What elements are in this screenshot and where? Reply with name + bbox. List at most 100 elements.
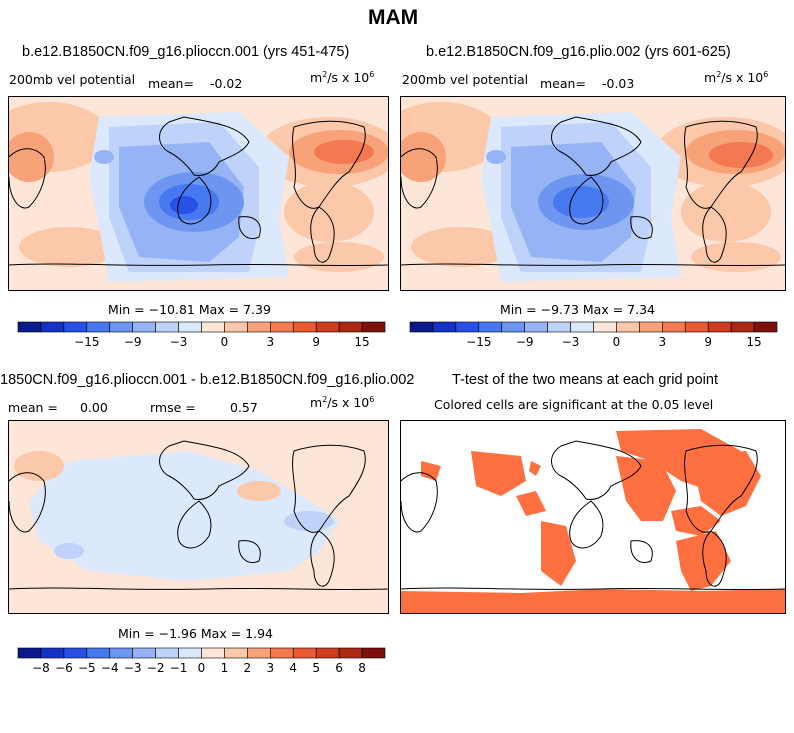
panel3-map	[8, 420, 389, 614]
colorbar-swatch	[409, 321, 434, 333]
colorbar-swatch	[109, 647, 133, 659]
colorbar-swatch	[753, 321, 778, 333]
colorbar-tick-label: 15	[746, 335, 761, 349]
panel3-rmse-value: 0.57	[230, 400, 258, 415]
colorbar-swatch	[361, 647, 386, 659]
colorbar-tick-label: 0	[198, 661, 206, 675]
colorbar-swatch	[201, 647, 225, 659]
colorbar-swatch	[224, 647, 248, 659]
colorbar-tick-label: 0	[613, 335, 621, 349]
panel2-colorbar: −15 −9 −3 0 3 9 15	[409, 321, 778, 352]
colorbar-swatch	[684, 321, 709, 333]
colorbar-swatch	[292, 321, 317, 333]
colorbar-tick-label: 2	[244, 661, 252, 675]
colorbar-tick-label: 15	[354, 335, 369, 349]
colorbar-swatch	[132, 647, 156, 659]
panel2-units: m2/s x 106	[704, 70, 769, 86]
colorbar-swatch	[155, 321, 179, 333]
colorbar-swatch	[662, 321, 686, 333]
colorbar-swatch	[17, 647, 42, 659]
colorbar-tick-label: −3	[124, 661, 142, 675]
panel4-subtitle: Colored cells are significant at the 0.0…	[434, 397, 714, 412]
colorbar-swatch	[155, 647, 179, 659]
colorbar-swatch	[17, 321, 42, 333]
colorbar-tick-label: 3	[266, 661, 274, 675]
panel1-map	[8, 96, 389, 291]
panel3-colorbar: −8 −6 −5 −4 −3 −2 −1 0 1 2 3 4 5 6 8	[17, 647, 386, 678]
colorbar-swatch	[593, 321, 617, 333]
panel2-title: b.e12.B1850CN.f09_g16.plio.002 (yrs 601-…	[426, 44, 731, 60]
colorbar-swatch	[361, 321, 386, 333]
panel1-colorbar: −15 −9 −3 0 3 9 15	[17, 321, 386, 352]
panel1-mean-value: -0.02	[210, 76, 243, 91]
panel3-title: 1850CN.f09_g16.plioccn.001 - b.e12.B1850…	[0, 372, 415, 388]
colorbar-tick-label: 6	[335, 661, 343, 675]
panel2-minmax: Min = −9.73 Max = 7.34	[500, 302, 655, 317]
colorbar-swatch	[40, 647, 65, 659]
colorbar-tick-label: 8	[358, 661, 366, 675]
colorbar-swatch	[616, 321, 640, 333]
colorbar-swatch	[201, 321, 225, 333]
colorbar-tick-label: −2	[147, 661, 165, 675]
colorbar-tick-label: −6	[55, 661, 73, 675]
colorbar-tick-label: 1	[221, 661, 229, 675]
colorbar-swatch	[524, 321, 548, 333]
panel1-title: b.e12.B1850CN.f09_g16.plioccn.001 (yrs 4…	[22, 44, 350, 60]
panel3-rmse-label: rmse =	[150, 400, 196, 415]
colorbar-tick-label: −15	[466, 335, 491, 349]
colorbar-tick-label: −1	[170, 661, 188, 675]
panel3-minmax: Min = −1.96 Max = 1.94	[118, 626, 273, 641]
colorbar-tick-label: −3	[170, 335, 188, 349]
colorbar-swatch	[132, 321, 156, 333]
colorbar-tick-label: −9	[516, 335, 534, 349]
colorbar-swatch	[40, 321, 65, 333]
colorbar-tick-label: −9	[124, 335, 142, 349]
colorbar-swatch	[224, 321, 248, 333]
panel2-mean-label: mean=	[540, 76, 586, 91]
panel1-minmax: Min = −10.81 Max = 7.39	[108, 302, 271, 317]
colorbar-swatch	[178, 321, 202, 333]
colorbar-swatch	[270, 321, 294, 333]
colorbar-tick-label: 4	[289, 661, 297, 675]
panel2-map	[400, 96, 786, 291]
colorbar-swatch	[315, 647, 340, 659]
colorbar-swatch	[639, 321, 663, 333]
colorbar-tick-label: 0	[221, 335, 229, 349]
colorbar-swatch	[338, 647, 363, 659]
panel2-variable: 200mb vel potential	[402, 72, 529, 87]
panel3-mean-label: mean =	[8, 400, 58, 415]
colorbar-swatch	[432, 321, 457, 333]
colorbar-swatch	[338, 321, 363, 333]
colorbar-swatch	[501, 321, 525, 333]
colorbar-swatch	[292, 647, 317, 659]
colorbar-tick-label: −15	[74, 335, 99, 349]
colorbar-swatch	[270, 647, 294, 659]
colorbar-swatch	[707, 321, 732, 333]
colorbar-tick-label: 3	[658, 335, 666, 349]
colorbar-swatch	[570, 321, 594, 333]
colorbar-swatch	[730, 321, 755, 333]
panel1-variable: 200mb vel potential	[9, 72, 136, 87]
colorbar-swatch	[547, 321, 571, 333]
panel3-units: m2/s x 106	[310, 395, 375, 411]
colorbar-swatch	[478, 321, 503, 333]
colorbar-tick-label: 9	[312, 335, 320, 349]
colorbar-tick-label: 9	[704, 335, 712, 349]
colorbar-swatch	[455, 321, 480, 333]
panel4-map	[400, 420, 786, 614]
colorbar-swatch	[247, 321, 271, 333]
figure-title: MAM	[368, 6, 419, 29]
panel1-units: m2/s x 106	[310, 70, 375, 86]
colorbar-swatch	[86, 647, 111, 659]
panel3-mean-value: 0.00	[80, 400, 108, 415]
panel4-title: T-test of the two means at each grid poi…	[452, 372, 718, 388]
colorbar-swatch	[63, 647, 88, 659]
panel2-mean-value: -0.03	[602, 76, 635, 91]
colorbar-tick-label: −4	[101, 661, 119, 675]
colorbar-tick-label: −5	[78, 661, 96, 675]
colorbar-swatch	[63, 321, 88, 333]
colorbar-tick-label: −3	[562, 335, 580, 349]
colorbar-tick-label: 5	[312, 661, 320, 675]
colorbar-swatch	[247, 647, 271, 659]
colorbar-tick-label: 3	[266, 335, 274, 349]
